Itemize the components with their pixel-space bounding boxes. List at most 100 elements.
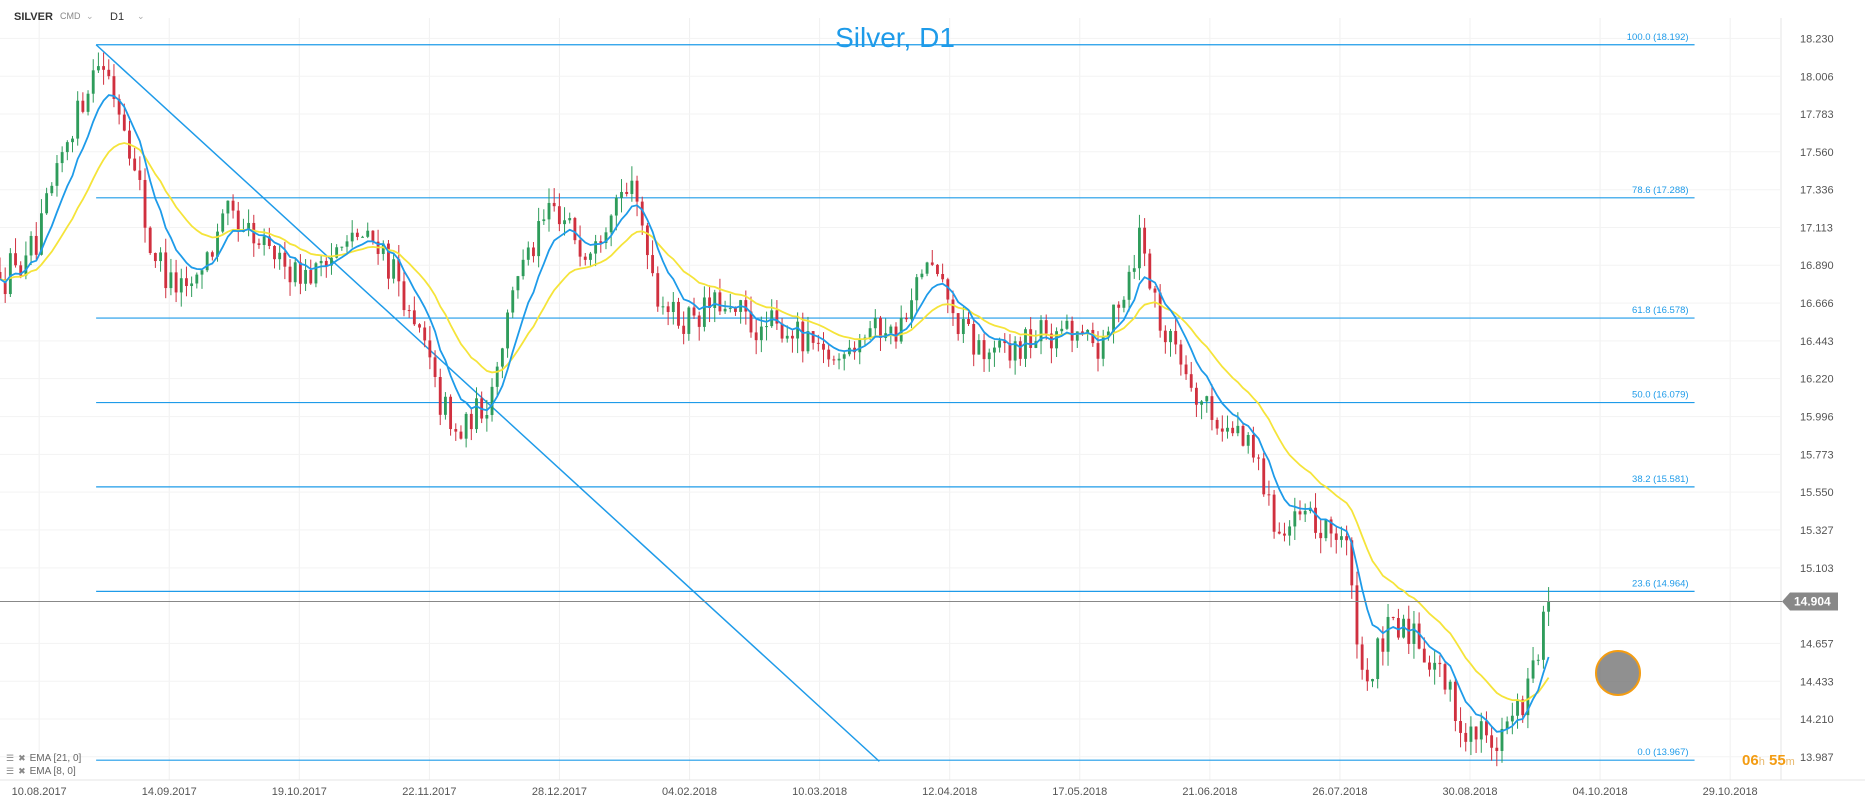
candle-body[interactable] [516, 276, 520, 291]
candle-body[interactable] [1029, 329, 1033, 348]
candle-body[interactable] [925, 262, 929, 274]
candle-body[interactable] [1355, 585, 1359, 645]
candle-body[interactable] [827, 349, 831, 360]
candle-body[interactable] [951, 299, 955, 314]
candle-body[interactable] [210, 252, 214, 257]
candle-body[interactable] [770, 310, 774, 327]
candle-body[interactable] [330, 257, 333, 266]
chevron-down-icon[interactable]: ⌄ [86, 11, 94, 21]
candle-body[interactable] [1479, 721, 1483, 740]
candle-body[interactable] [692, 307, 696, 316]
candle-body[interactable] [8, 253, 12, 295]
candle-body[interactable] [589, 253, 592, 260]
candle-body[interactable] [319, 260, 323, 264]
candle-body[interactable] [697, 315, 701, 327]
candle-body[interactable] [998, 340, 1002, 348]
candle-body[interactable] [816, 342, 820, 344]
candle-body[interactable] [744, 300, 748, 312]
candle-body[interactable] [60, 152, 64, 164]
candle-body[interactable] [86, 93, 90, 112]
candle-body[interactable] [1526, 678, 1530, 716]
candle-body[interactable] [392, 259, 396, 279]
candle-body[interactable] [122, 114, 126, 131]
candle-body[interactable] [366, 230, 370, 237]
candle-body[interactable] [412, 310, 416, 325]
candle-body[interactable] [29, 235, 33, 256]
candle-body[interactable] [1314, 507, 1317, 533]
candle-body[interactable] [231, 200, 235, 211]
candle-body[interactable] [107, 69, 111, 77]
candle-body[interactable] [288, 266, 292, 283]
candle-body[interactable] [81, 100, 85, 112]
candle-body[interactable] [1495, 747, 1499, 751]
candle-body[interactable] [899, 317, 903, 342]
candle-body[interactable] [1101, 336, 1105, 359]
candle-body[interactable] [1246, 434, 1250, 446]
candle-body[interactable] [526, 247, 530, 260]
candle-body[interactable] [1070, 320, 1074, 341]
candle-body[interactable] [1272, 494, 1276, 532]
candle-body[interactable] [941, 274, 945, 280]
symbol-label[interactable]: SILVER [14, 11, 53, 23]
candle-body[interactable] [1319, 532, 1323, 539]
candle-body[interactable] [666, 306, 670, 313]
candle-body[interactable] [278, 252, 282, 260]
candle-body[interactable] [594, 241, 598, 254]
candle-body[interactable] [200, 270, 204, 275]
candle-body[interactable] [1531, 660, 1535, 679]
candle-body[interactable] [723, 308, 727, 312]
close-icon[interactable]: ✖ [18, 753, 26, 763]
candle-body[interactable] [578, 240, 582, 257]
candle-body[interactable] [1091, 329, 1095, 344]
candle-body[interactable] [350, 232, 354, 242]
candle-body[interactable] [1086, 329, 1090, 334]
candle-body[interactable] [438, 376, 442, 415]
candle-body[interactable] [226, 200, 230, 214]
candle-body[interactable] [765, 326, 768, 328]
candle-body[interactable] [500, 348, 504, 367]
candle-body[interactable] [1453, 681, 1457, 722]
candle-body[interactable] [221, 213, 225, 232]
candle-body[interactable] [490, 386, 494, 415]
candle-body[interactable] [1324, 519, 1328, 539]
candle-body[interactable] [1516, 699, 1519, 716]
candle-body[interactable] [563, 220, 566, 225]
candle-body[interactable] [138, 170, 142, 180]
candle-body[interactable] [1340, 536, 1343, 540]
candle-body[interactable] [143, 179, 147, 228]
candle-body[interactable] [1236, 425, 1240, 434]
candle-body[interactable] [1303, 510, 1307, 515]
candle-body[interactable] [293, 262, 297, 283]
candle-body[interactable] [1293, 511, 1297, 527]
candle-body[interactable] [506, 312, 509, 349]
candle-body[interactable] [205, 252, 209, 271]
candle-body[interactable] [1547, 601, 1551, 612]
candle-body[interactable] [1215, 419, 1219, 429]
candle-body[interactable] [1049, 333, 1053, 349]
candle-body[interactable] [169, 272, 173, 289]
candle-body[interactable] [1345, 536, 1349, 541]
candle-body[interactable] [1505, 721, 1509, 729]
candle-body[interactable] [532, 247, 535, 257]
candle-body[interactable] [687, 307, 691, 334]
candle-body[interactable] [1220, 428, 1224, 432]
highlight-marker[interactable] [1595, 650, 1641, 696]
candle-body[interactable] [1127, 271, 1131, 300]
legend-ema-fast[interactable]: ☰ ✖ EMA [8, 0] [6, 765, 81, 778]
candle-body[interactable] [552, 202, 556, 207]
candle-body[interactable] [1106, 331, 1110, 337]
candle-body[interactable] [837, 358, 841, 361]
candle-body[interactable] [1132, 268, 1136, 272]
candle-body[interactable] [930, 262, 934, 265]
candle-body[interactable] [397, 259, 401, 282]
candle-body[interactable] [1464, 732, 1468, 742]
candle-body[interactable] [521, 259, 525, 277]
candle-body[interactable] [1138, 227, 1141, 269]
candle-body[interactable] [1013, 341, 1017, 361]
candle-body[interactable] [387, 243, 390, 279]
candle-body[interactable] [557, 206, 561, 225]
timeframe-selector[interactable]: D1 [110, 11, 125, 23]
chevron-down-icon[interactable]: ⌄ [137, 11, 145, 21]
candle-body[interactable] [1169, 330, 1172, 343]
candle-body[interactable] [573, 218, 577, 241]
